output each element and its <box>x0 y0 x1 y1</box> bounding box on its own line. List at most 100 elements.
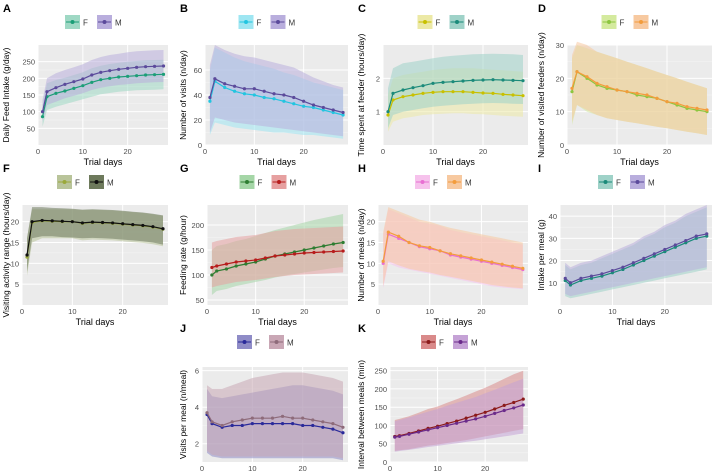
data-point-M <box>397 234 401 238</box>
x-tick-label: 0 <box>381 147 385 156</box>
data-point-M <box>431 81 435 85</box>
data-point-M <box>621 265 625 269</box>
legend-label-F: F <box>439 339 444 348</box>
panel-label: K <box>358 323 366 335</box>
legend-label-F: F <box>258 179 263 188</box>
data-point-M <box>161 64 166 68</box>
legend-dot-M <box>639 20 643 24</box>
y-tick-label: 10 <box>367 259 375 268</box>
data-point-F <box>230 423 234 428</box>
panel-label: I <box>538 163 541 175</box>
data-point-M <box>283 253 287 257</box>
panel-F: F F M 5 10 15 20 0 10 20 Trial days Visiting activi… <box>1 163 168 327</box>
data-point-M <box>421 84 425 88</box>
data-point-F <box>252 93 256 97</box>
data-point-F <box>579 278 583 283</box>
data-point-M <box>240 418 244 422</box>
data-point-M <box>521 403 525 407</box>
data-point-F <box>391 98 395 102</box>
y-tick-label: 5 <box>371 280 375 289</box>
ribbon-M <box>207 372 343 459</box>
data-point-F <box>322 244 326 248</box>
y-axis-title: Number of visited feeders (n/day) <box>536 32 546 158</box>
data-point-M <box>386 230 390 234</box>
legend-dot-F <box>420 180 425 184</box>
legend-label-M: M <box>648 179 655 188</box>
data-point-F <box>282 99 286 103</box>
legend-dot-M <box>458 340 463 344</box>
y-axis-title: Daily Feed Intake (g/day) <box>1 47 11 142</box>
data-point-F <box>401 95 405 99</box>
data-point-F <box>244 262 248 266</box>
data-point-F <box>40 115 45 119</box>
y-tick-label: 60 <box>194 66 202 75</box>
legend-label-F: F <box>620 19 625 28</box>
data-point-F <box>621 267 625 272</box>
legend-dot-F <box>242 340 247 344</box>
data-point-F <box>521 94 525 98</box>
data-point-F <box>511 93 515 97</box>
legend-label-F: F <box>433 179 438 188</box>
legend-dot-M <box>102 20 107 24</box>
y-tick-label: 20 <box>367 218 375 227</box>
legend-label-F: F <box>257 19 262 28</box>
x-tick-label: 0 <box>388 464 392 472</box>
data-point-M <box>40 110 45 114</box>
data-point-M <box>500 262 504 266</box>
data-point-F <box>108 76 112 80</box>
data-point-M <box>407 432 411 436</box>
data-point-M <box>471 78 475 82</box>
data-point-F <box>161 72 166 76</box>
data-point-M <box>30 220 34 224</box>
data-point-F <box>208 99 212 103</box>
legend-dot-F <box>62 180 67 184</box>
ribbon-M <box>572 41 707 136</box>
y-tick-label: 0 <box>560 141 564 150</box>
data-point-M <box>63 82 67 86</box>
x-tick-label: 20 <box>663 147 671 156</box>
data-point-F <box>331 110 335 115</box>
panel-label: A <box>3 3 11 15</box>
y-tick-label: 50 <box>27 124 35 133</box>
data-point-M <box>642 256 646 260</box>
data-point-M <box>455 421 459 425</box>
data-point-M <box>585 75 589 79</box>
x-axis-title: Trial days <box>76 317 115 327</box>
x-tick-label: 0 <box>376 307 380 316</box>
data-point-M <box>262 89 266 93</box>
y-tick-label: 150 <box>374 403 387 412</box>
data-point-M <box>60 219 64 223</box>
data-point-M <box>605 85 609 89</box>
data-point-M <box>407 240 411 245</box>
data-point-M <box>469 256 473 260</box>
data-point-M <box>391 91 395 95</box>
data-point-M <box>426 428 430 432</box>
data-point-M <box>291 416 295 420</box>
data-point-M <box>260 416 265 420</box>
data-point-M <box>254 258 258 262</box>
y-tick-label: 6 <box>195 367 199 376</box>
data-point-F <box>663 250 667 254</box>
legend-label-F: F <box>75 179 80 188</box>
panel-label: F <box>3 163 10 175</box>
data-point-F <box>512 400 516 405</box>
panel-label: H <box>358 163 366 175</box>
data-point-F <box>570 90 574 94</box>
data-point-M <box>570 86 574 90</box>
data-point-F <box>441 90 445 94</box>
data-point-M <box>292 252 297 256</box>
y-tick-label: 200 <box>191 221 204 230</box>
data-point-M <box>684 238 688 243</box>
data-point-F <box>234 264 238 268</box>
data-point-F <box>311 105 316 110</box>
data-point-F <box>705 234 709 238</box>
y-tick-label: 50 <box>379 440 387 449</box>
data-point-M <box>481 78 485 82</box>
y-tick-label: 100 <box>22 108 35 117</box>
data-point-M <box>493 411 497 416</box>
data-point-M <box>230 420 234 424</box>
legend-dot-M <box>274 340 279 344</box>
data-point-F <box>126 74 130 78</box>
data-point-F <box>481 91 485 95</box>
data-point-F <box>232 89 237 93</box>
